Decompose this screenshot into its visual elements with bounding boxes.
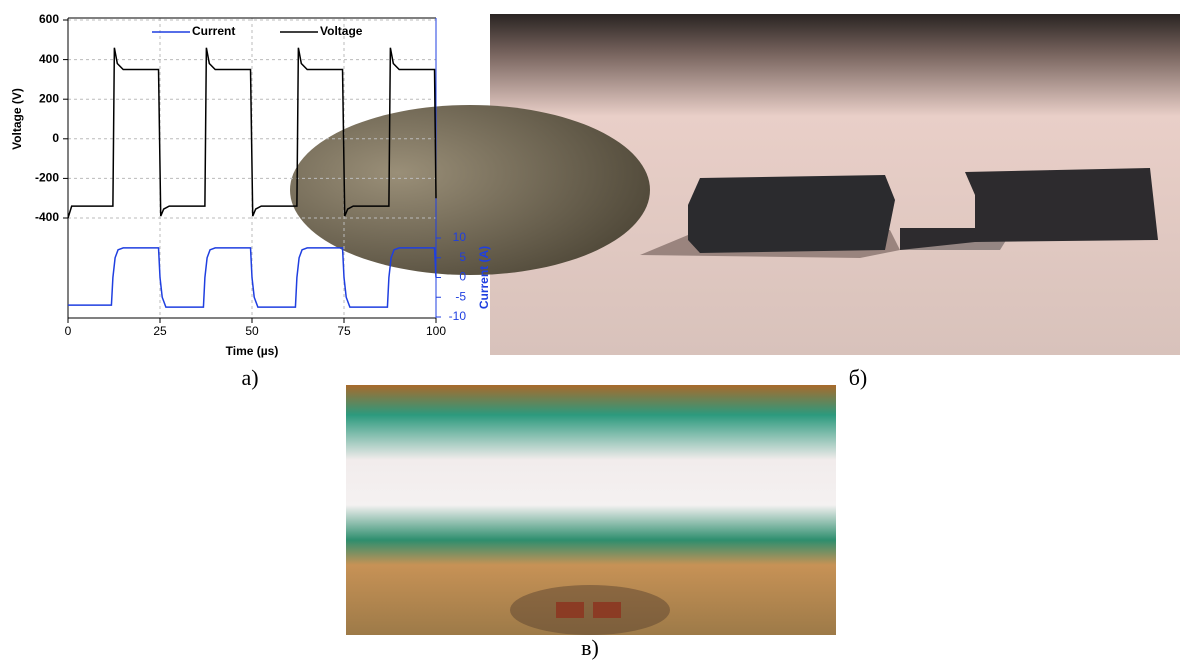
figure: 02550751006004002000-200-4001050-5-10Tim… bbox=[0, 0, 1180, 662]
x-tick-label: 50 bbox=[245, 324, 259, 338]
photo-b bbox=[290, 14, 1180, 355]
x-tick-label: 25 bbox=[153, 324, 167, 338]
caption: б) bbox=[849, 365, 868, 390]
y2-tick-label: 0 bbox=[459, 270, 466, 284]
y-tick-label: 400 bbox=[39, 52, 59, 66]
x-tick-label: 75 bbox=[337, 324, 351, 338]
x-axis-label: Time (µs) bbox=[226, 344, 279, 358]
caption: а) bbox=[241, 365, 258, 390]
y2-tick-label: -10 bbox=[449, 309, 467, 323]
y-tick-label: 0 bbox=[52, 131, 59, 145]
y-tick-label: -400 bbox=[35, 210, 59, 224]
photo-c bbox=[346, 385, 836, 635]
y2-tick-label: 10 bbox=[453, 230, 467, 244]
caption: в) bbox=[581, 635, 599, 660]
y-tick-label: -200 bbox=[35, 171, 59, 185]
y2-axis-label: Current (A) bbox=[477, 246, 491, 309]
y2-tick-label: -5 bbox=[455, 289, 466, 303]
y-tick-label: 600 bbox=[39, 12, 59, 26]
y-axis-label: Voltage (V) bbox=[10, 88, 24, 150]
y2-tick-label: 5 bbox=[459, 250, 466, 264]
legend-label: Current bbox=[192, 24, 235, 38]
y-tick-label: 200 bbox=[39, 91, 59, 105]
x-tick-label: 0 bbox=[65, 324, 72, 338]
x-tick-label: 100 bbox=[426, 324, 446, 338]
legend-label: Voltage bbox=[320, 24, 363, 38]
